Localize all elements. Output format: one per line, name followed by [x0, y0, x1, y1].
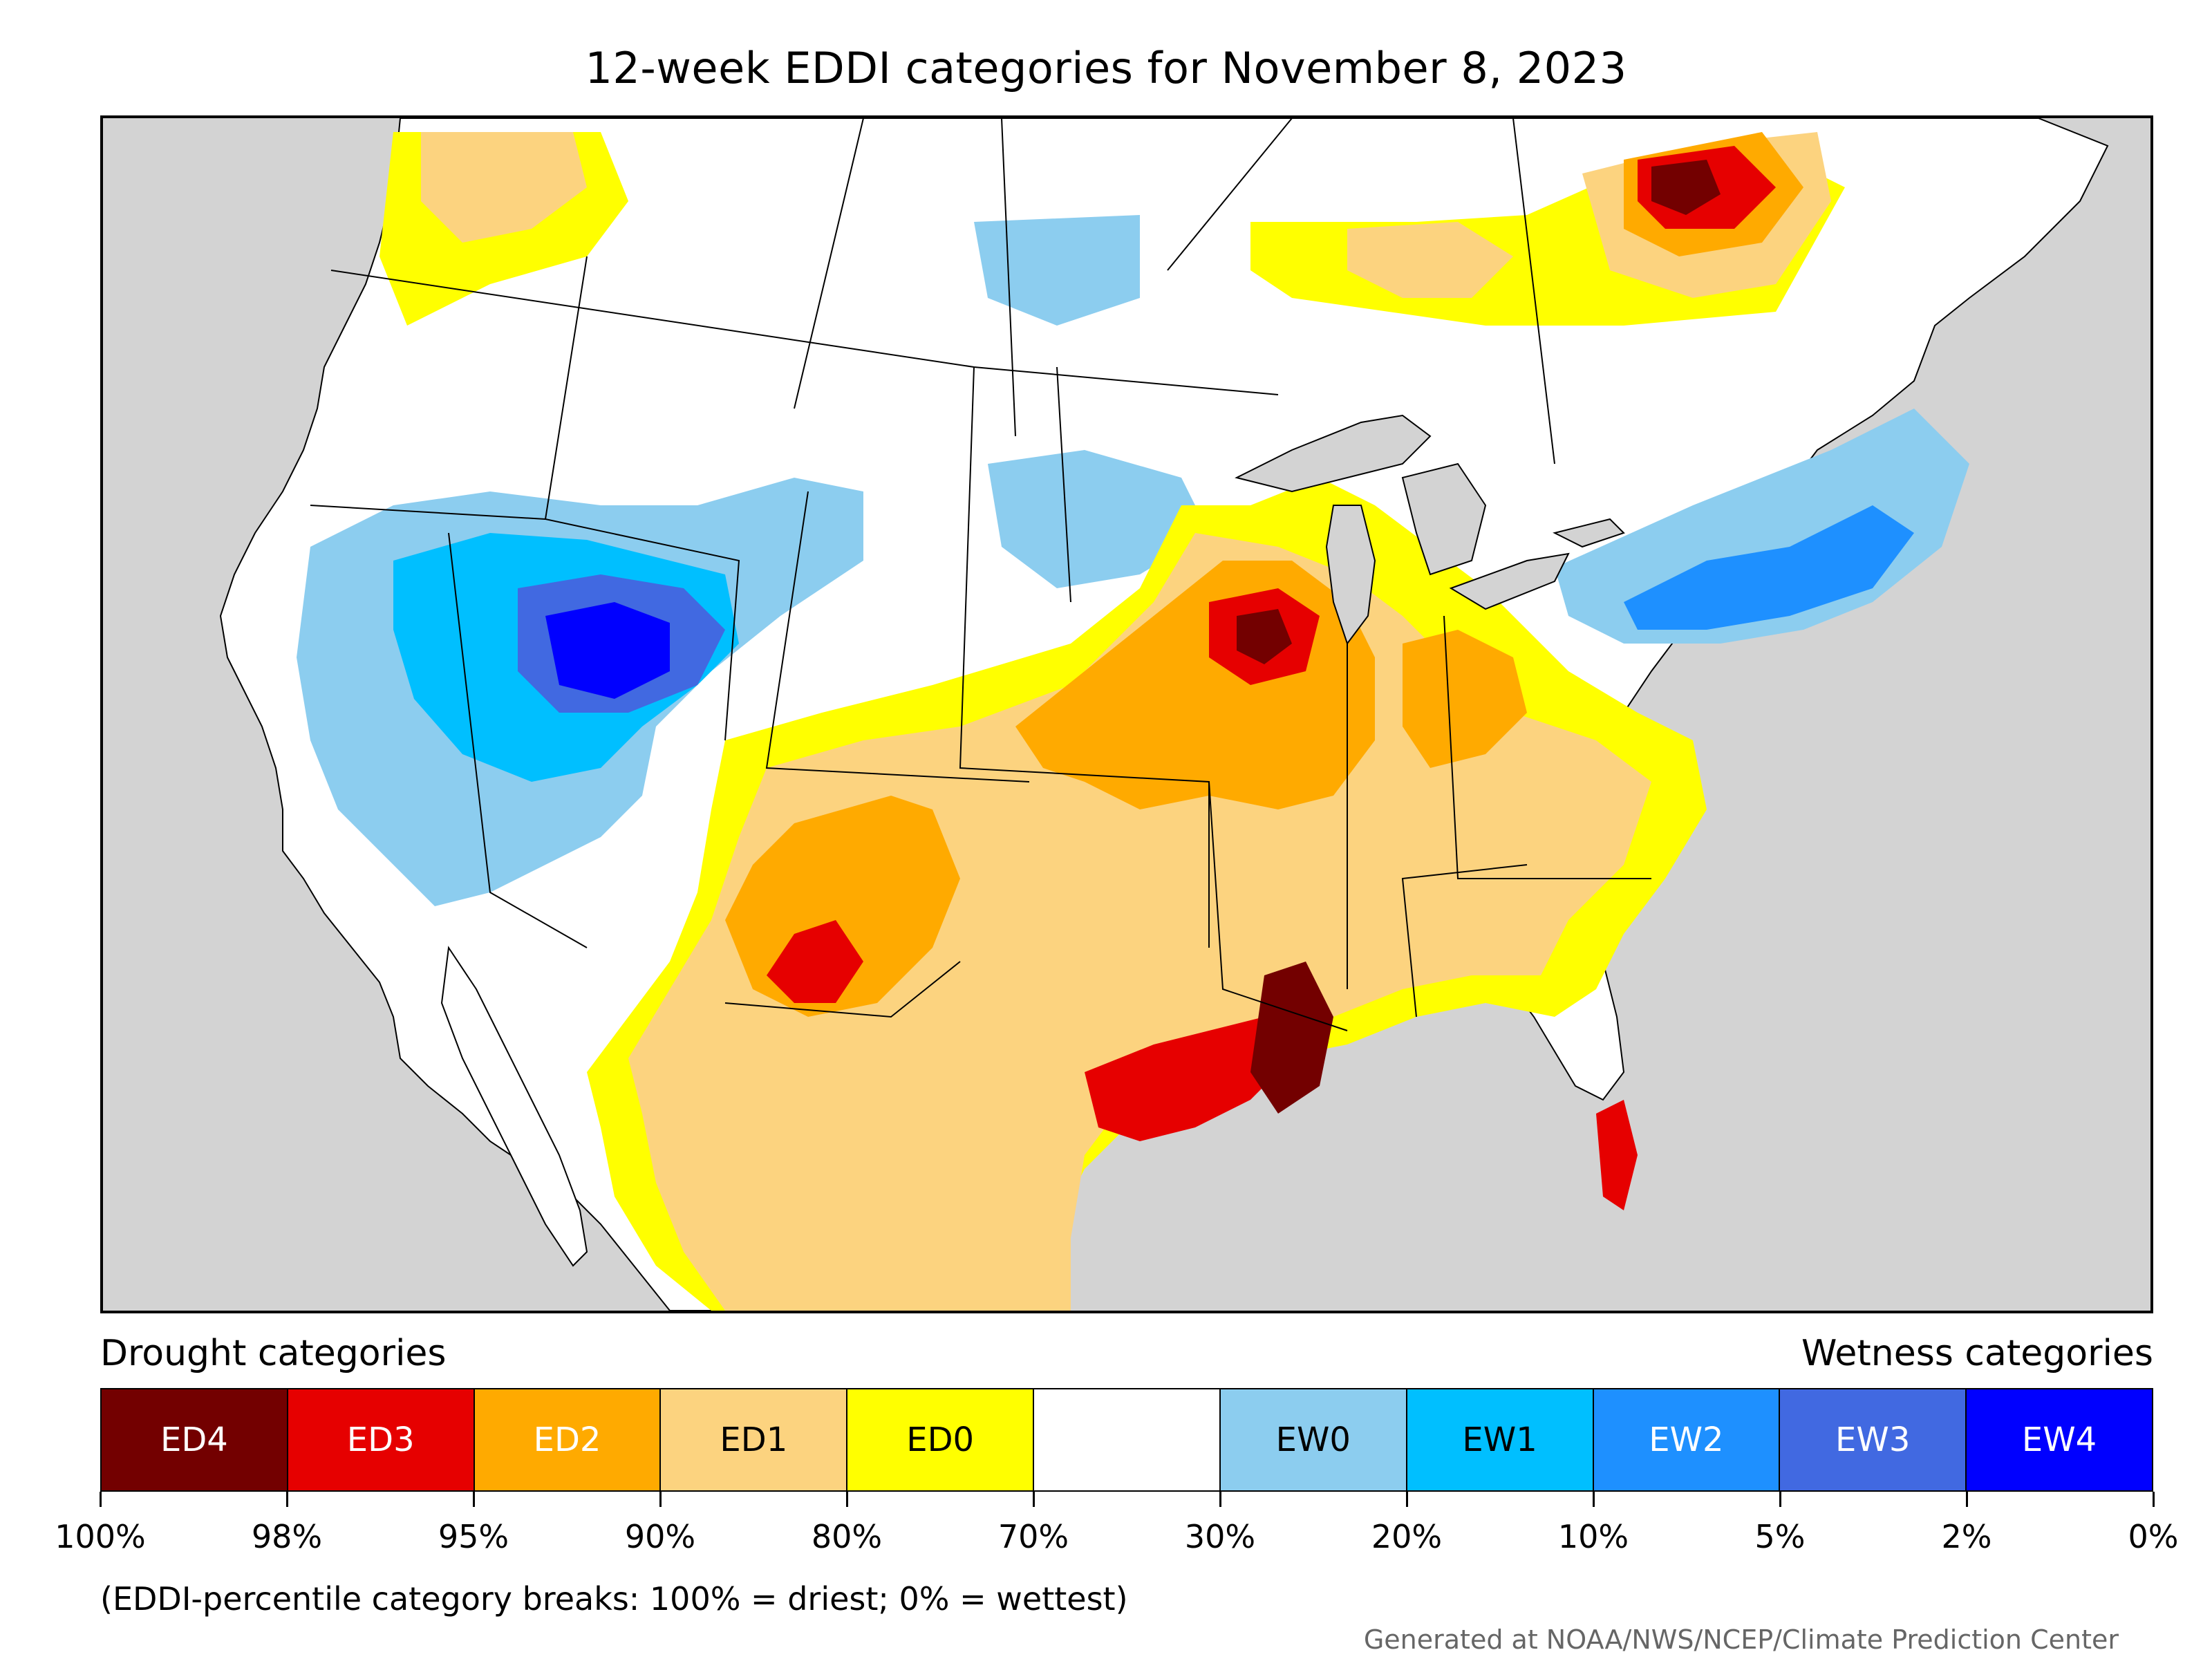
drought-area-ed3-sw — [767, 920, 863, 1003]
map-title: 12-week EDDI categories for November 8, … — [585, 43, 1627, 93]
drought-area-ed4-iowa — [1237, 609, 1292, 664]
lake-superior — [1235, 414, 1432, 493]
legend-cell-ew3: EW3 — [1780, 1389, 1967, 1490]
tick-label: 20% — [1371, 1518, 1443, 1555]
drought-area-ed1 — [628, 533, 1651, 1311]
tick-mark — [845, 1492, 848, 1507]
tick-mark — [472, 1492, 475, 1507]
tick-label: 98% — [251, 1518, 323, 1555]
legend-cell-ed1: ED1 — [661, 1389, 848, 1490]
lake-ontario — [1553, 518, 1625, 548]
drought-area-ed3-gulf — [1085, 1017, 1292, 1141]
legend-cell-ed2: ED2 — [474, 1389, 662, 1490]
legend-label: ED3 — [346, 1421, 415, 1459]
legend-cell-ew0: EW0 — [1220, 1389, 1407, 1490]
legend-label: EW4 — [2021, 1421, 2097, 1459]
drought-legend-heading: Drought categories — [100, 1333, 447, 1374]
legend-label: EW1 — [1462, 1421, 1537, 1459]
tick-label: 30% — [1184, 1518, 1256, 1555]
tick-mark — [1965, 1492, 1968, 1507]
land-baja — [440, 946, 588, 1267]
political-borders — [310, 118, 1651, 1031]
legend-cell-ew4: EW4 — [1967, 1389, 2152, 1490]
category-colorbar: ED4 ED3 ED2 ED1 ED0 EW0 EW1 EW2 EW3 EW4 — [100, 1388, 2153, 1492]
tick-mark — [1032, 1492, 1035, 1507]
drought-area-ed1-pnw — [421, 132, 587, 243]
legend-cell-ed4: ED4 — [102, 1389, 288, 1490]
lake-huron — [1401, 462, 1487, 576]
drought-area-ed4-canada — [1651, 160, 1721, 215]
legend-label: EW2 — [1649, 1421, 1724, 1459]
legend-cell-ed3: ED3 — [288, 1389, 475, 1490]
wet-area-ew0-canada — [974, 215, 1140, 326]
lake-michigan — [1325, 505, 1376, 646]
tick-mark — [1405, 1492, 1408, 1507]
legend-label: ED4 — [160, 1421, 228, 1459]
lake-erie — [1449, 552, 1570, 610]
wet-area-ew4-west — [545, 602, 670, 699]
legend-cell-ew1: EW1 — [1407, 1389, 1594, 1490]
tick-label: 100% — [55, 1518, 146, 1555]
drought-area-ed1-canada — [1347, 222, 1513, 298]
wet-area-ew2-northeast — [1624, 505, 1914, 630]
tick-label: 90% — [624, 1518, 696, 1555]
legend-label: EW0 — [1275, 1421, 1351, 1459]
legend-label: ED2 — [533, 1421, 601, 1459]
colorbar-ticks: 100% 98% 95% 90% 80% 70% 30% 20% 10% 5% … — [55, 1492, 2178, 1555]
tick-mark — [1592, 1492, 1595, 1507]
tick-label: 80% — [811, 1518, 883, 1555]
legend-label: ED1 — [720, 1421, 788, 1459]
wetness-legend-heading: Wetness categories — [1801, 1333, 2153, 1374]
drought-area-ed2-ohio — [1403, 630, 1527, 768]
legend-cell-ew2: EW2 — [1593, 1389, 1781, 1490]
legend-cell-neutral — [1034, 1389, 1221, 1490]
tick-label: 2% — [1941, 1518, 1992, 1555]
tick-mark — [99, 1492, 102, 1507]
tick-label: 10% — [1557, 1518, 1629, 1555]
tick-mark — [1219, 1492, 1221, 1507]
tick-label: 5% — [1754, 1518, 1806, 1555]
map-panel — [100, 115, 2153, 1313]
wet-area-ew0-north — [988, 450, 1209, 588]
credit-line: Generated at NOAA/NWS/NCEP/Climate Predi… — [1363, 1624, 2119, 1655]
tick-mark — [2152, 1492, 2155, 1507]
tick-label: 0% — [2128, 1518, 2179, 1555]
tick-mark — [285, 1492, 288, 1507]
drought-area-ed4-lmv — [1250, 962, 1333, 1114]
tick-mark — [1779, 1492, 1781, 1507]
tick-label: 70% — [997, 1518, 1069, 1555]
tick-label: 95% — [438, 1518, 509, 1555]
category-breaks-note: (EDDI-percentile category breaks: 100% =… — [100, 1580, 1128, 1618]
legend-label: ED0 — [906, 1421, 975, 1459]
drought-area-ed3-florida — [1596, 1100, 1638, 1210]
tick-mark — [659, 1492, 662, 1507]
eddi-map — [219, 118, 2109, 1311]
legend-cell-ed0: ED0 — [847, 1389, 1035, 1490]
legend-label: EW3 — [1835, 1421, 1911, 1459]
